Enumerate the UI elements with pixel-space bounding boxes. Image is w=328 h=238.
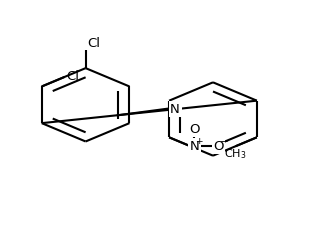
Text: −: − — [220, 137, 229, 147]
Text: Cl: Cl — [66, 70, 79, 83]
Text: O: O — [189, 123, 199, 136]
Text: O: O — [214, 140, 224, 153]
Text: N: N — [189, 140, 199, 153]
Text: +: + — [195, 138, 203, 146]
Text: CH$_3$: CH$_3$ — [224, 147, 247, 161]
Text: Cl: Cl — [87, 37, 100, 50]
Text: N: N — [170, 103, 180, 116]
